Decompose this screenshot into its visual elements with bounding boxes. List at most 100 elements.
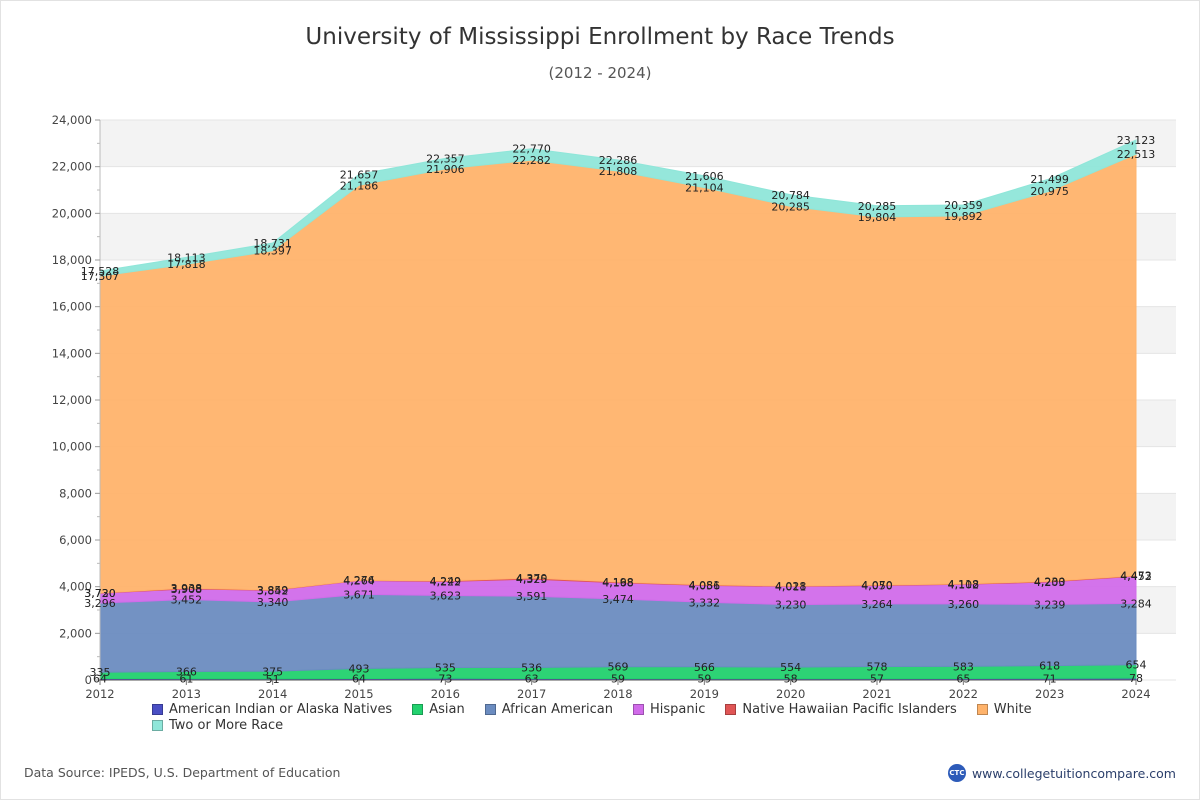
data-label: 3,623 — [430, 589, 462, 602]
legend-item[interactable]: Two or More Race — [152, 718, 283, 733]
data-label: 654 — [1126, 659, 1147, 672]
data-label: 3,908 — [171, 583, 203, 596]
legend-label: Hispanic — [650, 702, 706, 717]
data-label: 578 — [867, 661, 888, 674]
legend-item[interactable]: White — [976, 702, 1032, 717]
data-label: 4,028 — [775, 580, 807, 593]
data-label: 3,284 — [1120, 597, 1152, 610]
x-tick-label: 2012 — [85, 687, 114, 701]
chart-title: University of Mississippi Enrollment by … — [305, 24, 895, 50]
data-label: 3,230 — [775, 599, 807, 612]
data-label: 20,975 — [1030, 185, 1069, 198]
data-label: 554 — [780, 661, 801, 674]
data-label: 536 — [521, 661, 542, 674]
data-label: 4,050 — [861, 580, 893, 593]
data-label: 3,842 — [257, 584, 289, 597]
y-tick-label: 6,000 — [59, 533, 92, 547]
data-label: 64 — [93, 673, 107, 686]
x-tick-label: 2024 — [1121, 687, 1150, 701]
legend-label: African American — [501, 702, 614, 717]
data-label: 20,285 — [771, 200, 810, 213]
legend-label: Native Hawaiian Pacific Islanders — [742, 702, 957, 717]
data-label: 58 — [784, 673, 798, 686]
legend-item[interactable]: Native Hawaiian Pacific Islanders — [725, 702, 957, 717]
y-tick-label: 8,000 — [59, 486, 92, 500]
data-label: 3,340 — [257, 596, 289, 609]
x-tick-label: 2013 — [172, 687, 201, 701]
y-tick-label: 2,000 — [59, 626, 92, 640]
legend-swatch — [152, 704, 163, 715]
data-label: 4,249 — [430, 575, 462, 588]
data-label: 4,230 — [1034, 575, 1066, 588]
data-label: 20,784 — [771, 189, 810, 202]
chart-subtitle: (2012 - 2024) — [548, 64, 652, 82]
data-label: 23,123 — [1117, 134, 1156, 147]
data-label: 3,260 — [948, 598, 980, 611]
x-tick-label: 2015 — [344, 687, 373, 701]
legend-swatch — [976, 704, 988, 715]
data-label: 63 — [525, 673, 539, 686]
data-label: 3,239 — [1034, 598, 1066, 611]
data-label: 21,606 — [685, 170, 724, 183]
data-label: 583 — [953, 660, 974, 673]
legend-label: American Indian or Alaska Natives — [169, 702, 393, 717]
legend-label: Asian — [429, 702, 465, 717]
data-label: 3,474 — [602, 593, 634, 606]
data-label: 4,203 — [1034, 576, 1066, 589]
data-label: 4,276 — [343, 574, 375, 587]
legend-swatch — [412, 704, 424, 715]
legend-swatch — [725, 704, 737, 715]
data-label: 3,264 — [861, 598, 893, 611]
legend-swatch — [152, 720, 163, 731]
x-tick-label: 2021 — [862, 687, 891, 701]
legend-item[interactable]: Hispanic — [633, 702, 705, 717]
legend-item[interactable]: American Indian or Alaska Natives — [152, 702, 392, 717]
data-label: 17,528 — [81, 265, 120, 278]
data-label: 4,168 — [602, 577, 634, 590]
x-tick-label: 2020 — [776, 687, 805, 701]
brand-logo-icon: CTC — [947, 764, 966, 782]
data-label: 3,859 — [257, 584, 289, 597]
y-tick-label: 14,000 — [52, 346, 92, 360]
y-tick-label: 20,000 — [52, 206, 92, 220]
data-label: 4,222 — [430, 575, 462, 588]
data-label: 21,186 — [340, 179, 379, 192]
data-label: 4,056 — [689, 579, 721, 592]
data-label: 4,118 — [948, 578, 980, 591]
data-label: 22,513 — [1117, 148, 1156, 161]
data-label: 19,892 — [944, 210, 983, 223]
data-label: 18,731 — [253, 237, 292, 250]
data-label: 4,325 — [516, 573, 548, 586]
y-tick-label: 12,000 — [52, 393, 92, 407]
data-label: 3,452 — [171, 593, 203, 606]
legend-item[interactable]: African American — [484, 702, 614, 717]
data-label: 21,808 — [599, 165, 638, 178]
data-label: 22,282 — [512, 154, 551, 167]
data-label: 3,671 — [343, 588, 375, 601]
y-tick-label: 0 — [85, 673, 92, 687]
data-label: 73 — [438, 672, 452, 685]
data-label: 4,473 — [1120, 570, 1152, 583]
data-label: 3,332 — [689, 596, 721, 609]
legend-swatch — [484, 704, 496, 715]
data-label: 22,357 — [426, 152, 465, 165]
brand-link[interactable]: CTC www.collegetuitioncompare.com — [947, 764, 1176, 782]
data-label: 71 — [1043, 672, 1057, 685]
legend-label: Two or More Race — [169, 718, 284, 733]
data-label: 4,102 — [948, 578, 980, 591]
data-label: 18,397 — [253, 245, 292, 258]
data-label: 4,370 — [516, 572, 548, 585]
x-tick-label: 2019 — [690, 687, 719, 701]
data-label: 18,113 — [167, 251, 206, 264]
x-tick-label: 2017 — [517, 687, 546, 701]
data-label: 4,198 — [602, 576, 634, 589]
data-label: 17,307 — [81, 270, 120, 283]
x-tick-label: 2018 — [603, 687, 632, 701]
brand-url: www.collegetuitioncompare.com — [971, 765, 1176, 781]
x-tick-label: 2023 — [1035, 687, 1064, 701]
data-label: 4,011 — [775, 580, 807, 593]
legend-item[interactable]: Asian — [412, 702, 465, 717]
data-label: 569 — [608, 661, 629, 674]
y-tick-label: 24,000 — [52, 113, 92, 127]
